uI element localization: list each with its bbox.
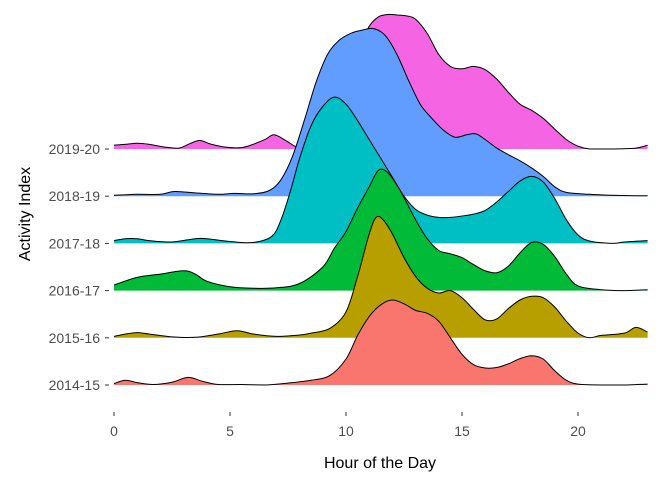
x-tick-label: 15 — [454, 423, 470, 439]
y-tick-label: 2014-15 — [49, 377, 101, 393]
ridge-area-2015-16 — [114, 216, 648, 338]
ridge-line-2016-17 — [113, 168, 648, 292]
x-axis: 0 5 10 15 20 — [110, 412, 586, 439]
x-tick-label: 20 — [570, 423, 586, 439]
x-tick-label: 0 — [110, 423, 118, 439]
y-tick-label: 2015-16 — [49, 330, 101, 346]
ridge-area-2014-15 — [114, 299, 648, 385]
x-tick-label: 10 — [338, 423, 354, 439]
ridge-line-2019-20 — [113, 13, 648, 150]
x-axis-title: Hour of the Day — [324, 455, 436, 472]
y-tick-labels: 2019-20 2018-19 2017-18 2016-17 2015-16 2014-… — [49, 141, 109, 393]
y-axis-title: Activity Index — [17, 167, 34, 261]
y-tick-label: 2018-19 — [49, 188, 101, 204]
ridge-area-2018-19 — [114, 28, 648, 197]
ridge-line-2017-18 — [113, 96, 648, 244]
ridge-line-2014-15 — [113, 299, 648, 386]
ridges-layer — [113, 13, 648, 386]
x-tick-label: 5 — [226, 423, 234, 439]
ridge-line-2015-16 — [113, 215, 648, 339]
y-tick-label: 2019-20 — [49, 141, 101, 157]
y-tick-label: 2017-18 — [49, 235, 101, 251]
y-tick-label: 2016-17 — [49, 283, 101, 299]
ridge-line-2018-19 — [113, 27, 648, 197]
